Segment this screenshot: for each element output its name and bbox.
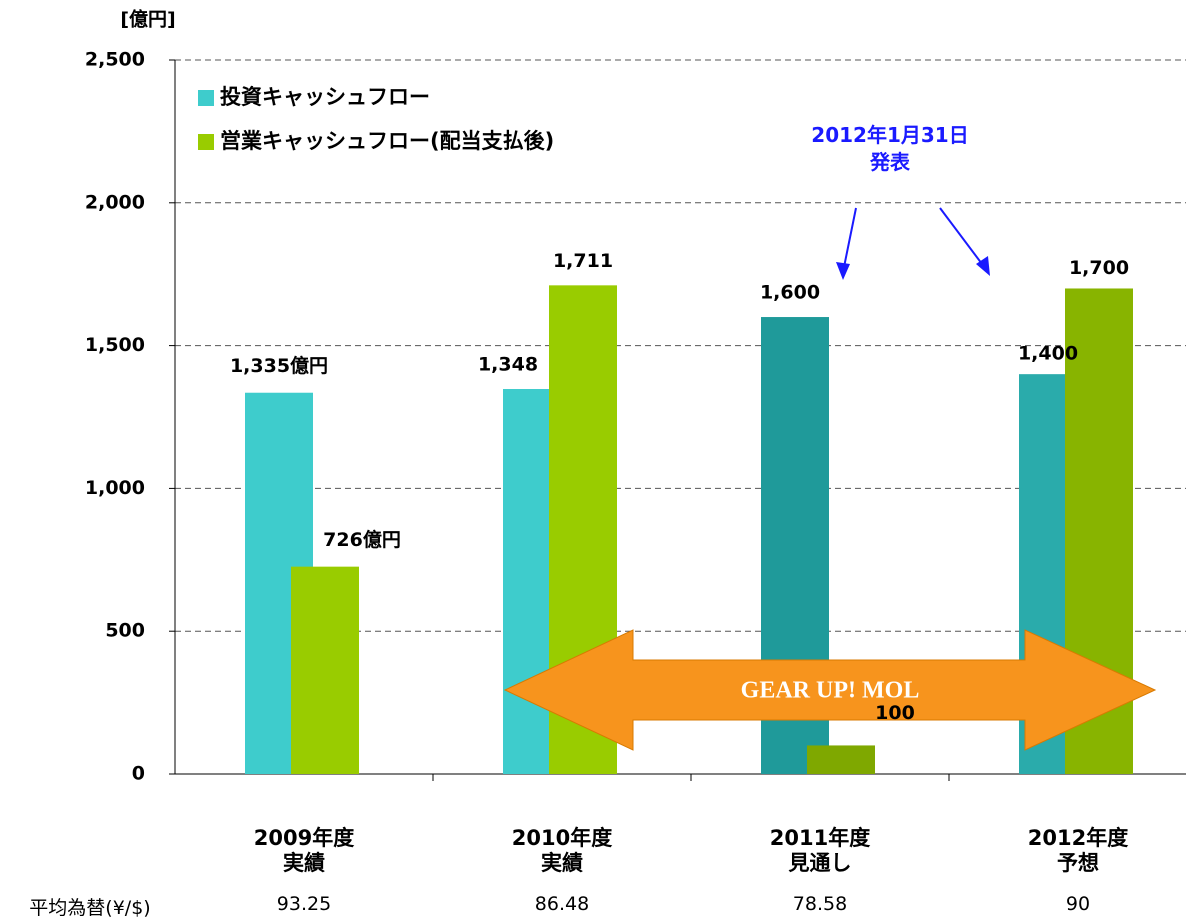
legend-label: 投資キャッシュフロー — [220, 85, 430, 109]
fx-value: 78.58 — [792, 893, 848, 915]
arrow — [939, 207, 986, 269]
fx-value: 90 — [1065, 893, 1091, 915]
x-tick-label: 2010年度 実績 — [511, 826, 613, 875]
y-tick-label: 500 — [105, 620, 145, 642]
x-tick-label: 2011年度 見通し — [769, 826, 871, 875]
fx-value: 86.48 — [534, 893, 590, 915]
data-label: 1,700 — [1069, 257, 1129, 279]
y-tick-label: 0 — [132, 763, 145, 785]
legend-swatch — [198, 134, 214, 150]
legend-label: 営業キャッシュフロー(配当支払後) — [220, 129, 554, 153]
arrow — [842, 207, 857, 273]
x-tick-label: 2012年度 予想 — [1027, 826, 1129, 875]
data-label: 1,711 — [553, 250, 613, 272]
data-label: 1,348 — [478, 354, 538, 376]
x-tick-label: 2009年度 実績 — [253, 826, 355, 875]
data-label: 726億円 — [323, 528, 401, 551]
data-label: 1,335億円 — [230, 354, 328, 377]
bar — [807, 745, 875, 774]
unit-label: [億円] — [120, 8, 175, 31]
banner: GEAR UP! MOL — [741, 678, 920, 704]
y-tick-label: 2,500 — [85, 49, 145, 71]
arrow-head — [976, 256, 990, 276]
data-label: 100 — [875, 702, 915, 724]
y-tick-label: 2,000 — [85, 191, 145, 213]
y-tick-label: 1,500 — [85, 334, 145, 356]
annotation: 2012年1月31日 発表 — [811, 123, 969, 174]
bar — [291, 566, 359, 774]
fx-label: 平均為替(¥/$) — [29, 897, 151, 919]
data-label: 1,400 — [1018, 343, 1078, 365]
fx-value: 93.25 — [276, 893, 332, 915]
gear-up-arrow — [503, 629, 1157, 751]
legend-swatch — [198, 90, 214, 106]
arrow-head — [836, 262, 850, 280]
data-label: 1,600 — [760, 282, 820, 304]
y-tick-label: 1,000 — [85, 477, 145, 499]
